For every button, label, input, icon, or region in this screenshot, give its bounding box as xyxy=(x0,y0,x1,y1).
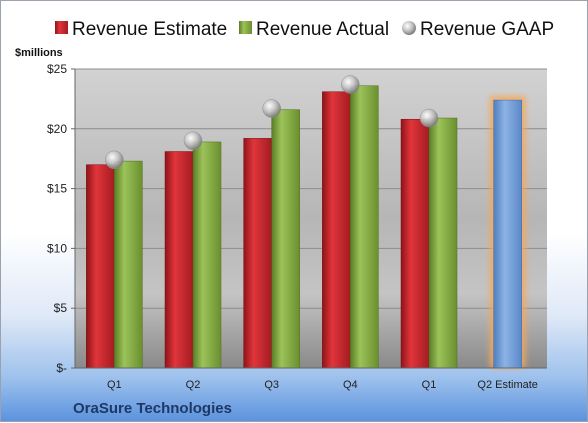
x-tick-label: Q1 xyxy=(107,379,122,391)
legend-label-actual: Revenue Actual xyxy=(256,19,389,40)
y-tick-label: $- xyxy=(56,361,67,375)
bar-revenue-actual xyxy=(114,160,143,369)
bar-revenue-actual xyxy=(271,109,300,369)
x-tick-label: Q4 xyxy=(343,379,358,391)
bar-revenue-estimate xyxy=(322,91,351,369)
legend-swatch-actual xyxy=(239,21,252,34)
gaap-markers xyxy=(105,75,439,170)
bar-revenue-estimate xyxy=(86,164,115,369)
bars xyxy=(86,85,526,369)
x-tick-label: Q2 xyxy=(186,379,201,391)
y-tick-label: $5 xyxy=(54,301,68,315)
x-tick-label: Q1 xyxy=(422,379,437,391)
bar-revenue-estimate xyxy=(243,138,272,369)
marker-revenue-gaap xyxy=(419,108,439,128)
x-tick-label: Q2 Estimate xyxy=(477,379,538,391)
y-tick-label: $20 xyxy=(47,122,67,136)
y-tick-label: $15 xyxy=(47,182,67,196)
bar-q2-estimate xyxy=(493,99,522,369)
marker-revenue-gaap xyxy=(341,75,360,94)
legend-marker-gaap xyxy=(402,21,416,35)
bar-revenue-actual xyxy=(350,85,379,369)
legend-label-gaap: Revenue GAAP xyxy=(420,19,554,40)
marker-revenue-gaap xyxy=(262,99,281,118)
bar-revenue-estimate xyxy=(400,118,430,369)
legend: Revenue Estimate Revenue Actual Revenue … xyxy=(55,19,554,40)
x-axis: Q1 Q2 Q3 Q4 Q1 Q2 Estimate xyxy=(75,367,547,391)
y-tick-label: $10 xyxy=(47,241,67,255)
bar-revenue-estimate xyxy=(164,151,194,369)
bar-revenue-actual xyxy=(428,117,458,369)
y-axis: $- $5 $10 $15 $20 $25 xyxy=(47,62,76,375)
x-tick-label: Q3 xyxy=(264,379,279,391)
marker-revenue-gaap xyxy=(183,131,203,151)
y-tick-label: $25 xyxy=(47,62,67,76)
legend-swatch-estimate xyxy=(55,21,68,34)
company-name: OraSure Technologies xyxy=(73,400,232,417)
marker-revenue-gaap xyxy=(105,150,124,170)
y-unit-label: $millions xyxy=(15,47,63,59)
legend-label-estimate: Revenue Estimate xyxy=(72,19,227,40)
bar-revenue-actual xyxy=(192,141,222,369)
plot-area xyxy=(75,69,547,368)
